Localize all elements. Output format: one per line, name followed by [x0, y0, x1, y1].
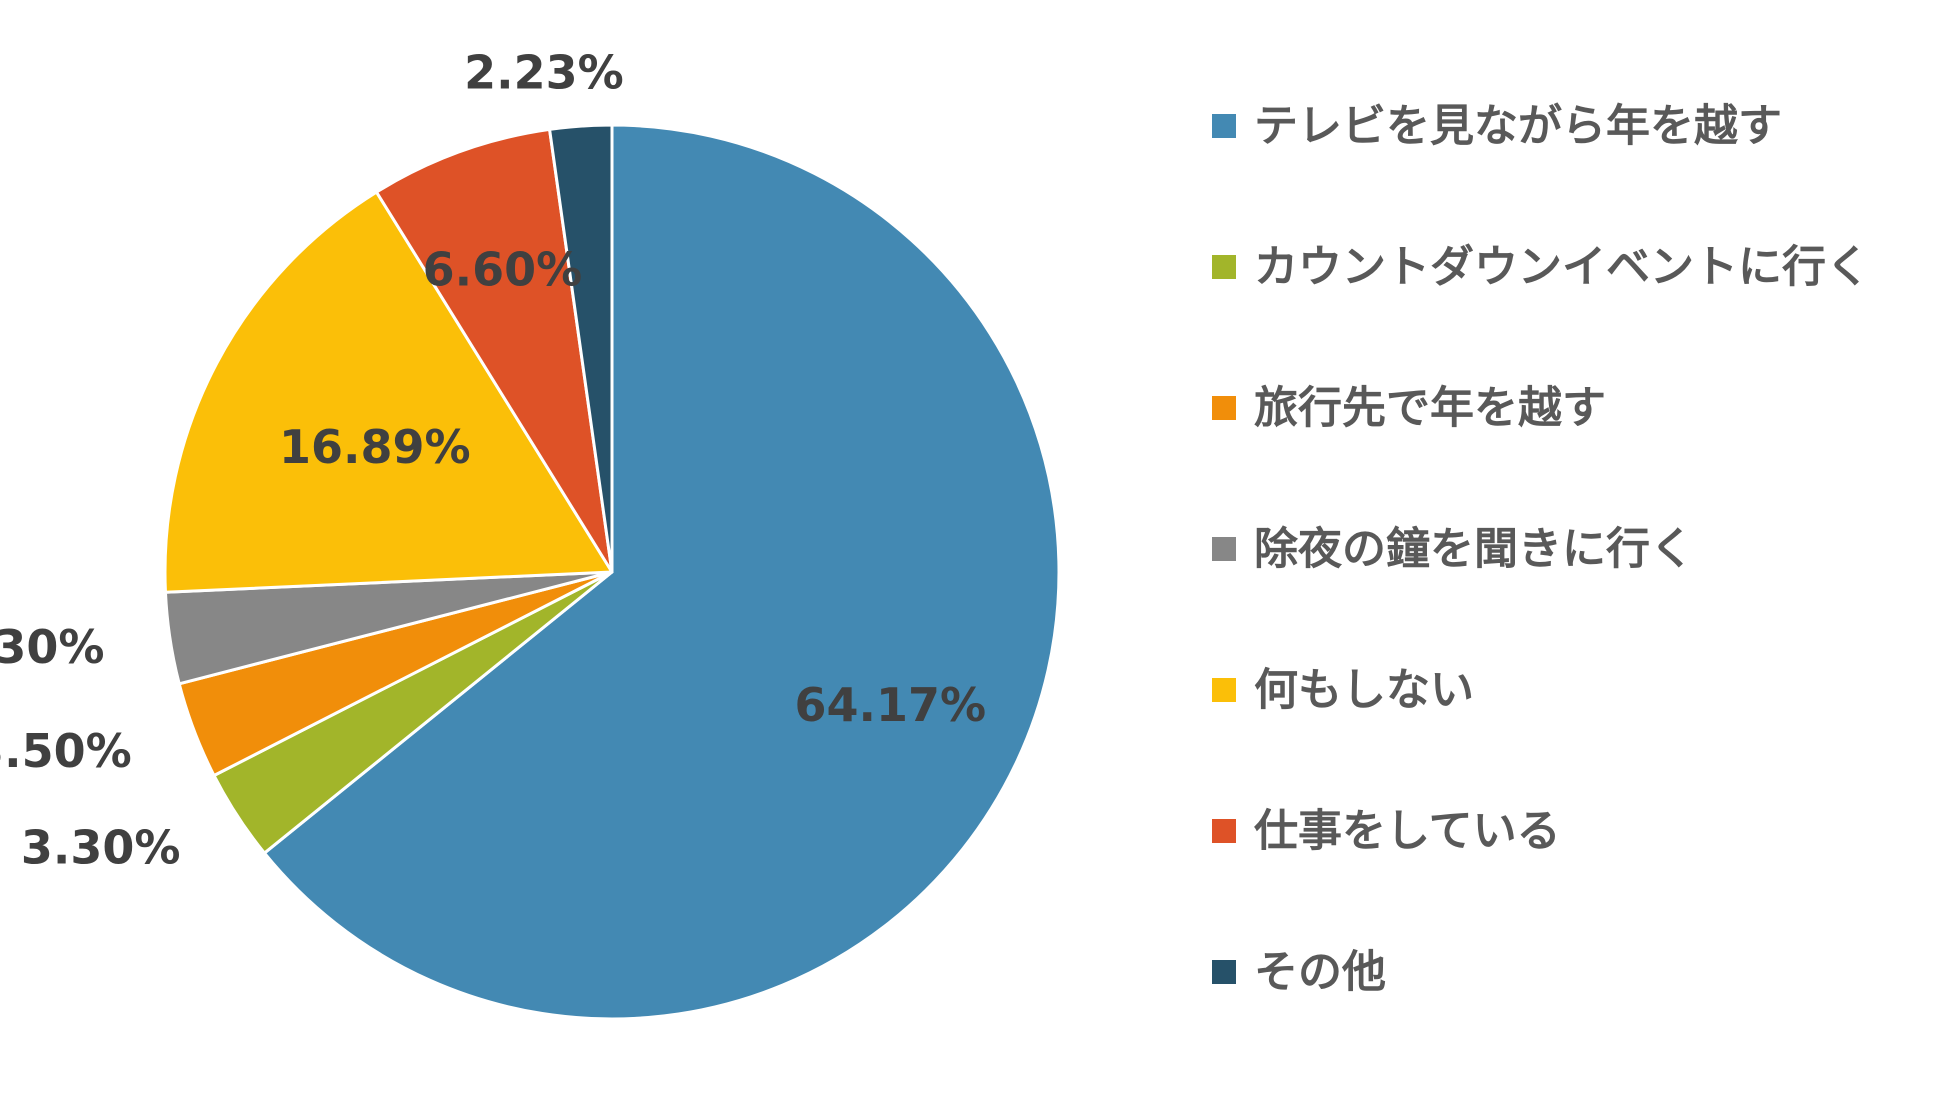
legend-label: 何もしない — [1254, 665, 1474, 716]
slice-data-label: 64.17% — [795, 678, 987, 732]
slice-data-label: 3.30% — [0, 620, 104, 674]
slice-data-label: 3.50% — [0, 724, 132, 778]
slice-data-label: 16.89% — [279, 420, 471, 474]
pie-data-labels: 64.17% 3.30% 3.50% 3.30% 16.89% 6.60% 2.23% — [0, 46, 986, 875]
slice-data-label: 3.30% — [21, 820, 181, 874]
slice-data-label: 2.23% — [464, 46, 624, 100]
legend-swatch — [1212, 396, 1236, 420]
pie-slices — [163, 123, 1061, 1021]
legend-swatch — [1212, 819, 1236, 843]
legend-label: カウントダウンイベントに行く — [1254, 242, 1870, 293]
legend-swatch — [1212, 678, 1236, 702]
legend-swatch — [1212, 114, 1236, 138]
pie-slice — [262, 123, 1061, 1021]
pie-slice — [548, 123, 614, 574]
legend-label: 旅行先で年を越す — [1254, 383, 1606, 434]
legend-label: 除夜の鐘を聞きに行く — [1254, 524, 1694, 575]
legend-label: 仕事をしている — [1254, 806, 1561, 857]
legend: テレビを見ながら年を越すカウントダウンイベントに行く旅行先で年を越す除夜の鐘を聞… — [1212, 101, 1870, 998]
legend-swatch — [1212, 537, 1236, 561]
legend-label: その他 — [1254, 947, 1386, 998]
legend-swatch — [1212, 255, 1236, 279]
legend-swatch — [1212, 960, 1236, 984]
legend-label: テレビを見ながら年を越す — [1254, 101, 1782, 152]
pie-slice — [163, 190, 614, 594]
pie-slice — [375, 127, 614, 574]
slice-data-label: 6.60% — [423, 242, 583, 296]
